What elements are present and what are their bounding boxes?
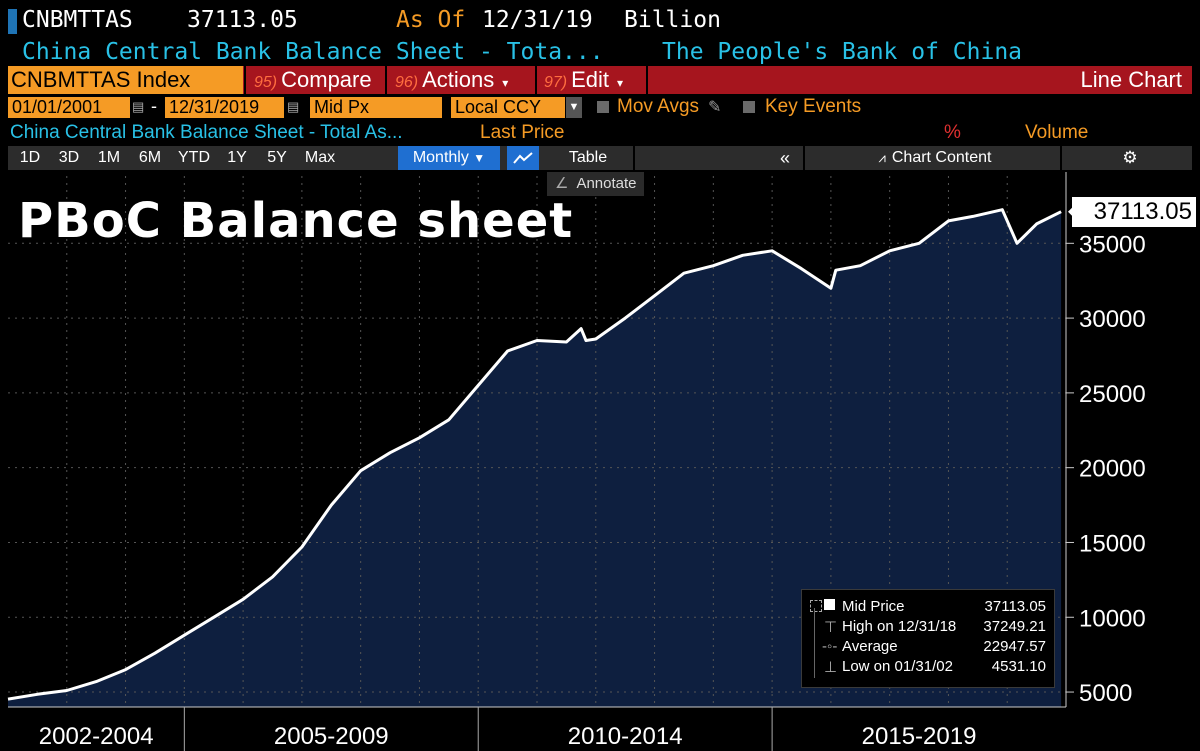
x-group-label: 2010-2014 — [568, 723, 683, 750]
edit-button[interactable]: 97) Edit ▾ — [544, 67, 624, 92]
ticker: CNBMTTAS — [22, 7, 133, 33]
command-cursor — [8, 9, 17, 34]
period-button-3d[interactable]: 3D — [58, 149, 80, 166]
mov-avgs-label: Mov Avgs — [617, 96, 700, 117]
chart-style-icon[interactable] — [507, 146, 539, 170]
period-button-1d[interactable]: 1D — [19, 149, 41, 166]
legend-row: ⊤ High on 12/31/18 37249.21 — [824, 618, 1046, 636]
compare-button[interactable]: 95) Compare — [254, 67, 372, 92]
legend-row: Mid Price 37113.05 — [802, 598, 1054, 618]
period-button-1y[interactable]: 1Y — [227, 149, 247, 166]
period-button-6m[interactable]: 6M — [138, 149, 162, 166]
index-field[interactable]: CNBMTTAS Index — [8, 66, 243, 94]
last-price-label: Last Price — [480, 122, 565, 143]
chevron-down-icon: ▼ — [473, 151, 486, 165]
table-button[interactable]: Table — [568, 149, 608, 166]
legend-box[interactable]: Mid Price 37113.05 ⊤ High on 12/31/18 37… — [801, 589, 1055, 688]
as-of-label: As Of — [396, 7, 466, 33]
y-tick-label: 5000 — [1079, 680, 1132, 707]
y-tick-label: 15000 — [1079, 530, 1146, 557]
pencil-icon: ∠ — [555, 175, 569, 192]
source-name: The People's Bank of China — [662, 39, 1023, 65]
volume-label: Volume — [1025, 122, 1089, 143]
low-icon: ⊥ — [824, 659, 838, 676]
calendar-icon[interactable]: ▤ — [132, 99, 145, 114]
price-line — [7, 208, 1062, 701]
chart-title: PBoC Balance sheet — [18, 193, 574, 249]
annotate-button[interactable]: ∠ Annotate — [547, 172, 644, 196]
end-date-field[interactable]: 12/31/2019 — [165, 97, 284, 118]
percent-label: % — [944, 122, 961, 143]
as-of-date: 12/31/19 — [482, 7, 593, 33]
period-button-max[interactable]: Max — [304, 149, 336, 166]
gear-icon[interactable]: ⚙ — [1122, 148, 1138, 167]
period-button-ytd[interactable]: YTD — [178, 149, 210, 166]
chart-content-icon: ⩘ — [878, 150, 886, 165]
calendar-icon[interactable]: ▤ — [287, 99, 300, 114]
legend-box-icon — [810, 600, 822, 612]
x-group-label: 2005-2009 — [274, 723, 389, 750]
x-group-label: 2002-2004 — [39, 723, 154, 750]
series-swatch-icon — [824, 599, 835, 610]
chart-type-label[interactable]: Line Chart — [1080, 67, 1182, 92]
legend-guide — [814, 608, 815, 678]
price-field-select[interactable]: Mid Px — [310, 97, 442, 118]
actions-button[interactable]: 96) Actions ▾ — [395, 67, 509, 92]
dropdown-arrow-icon: ▾ — [617, 76, 624, 90]
x-group-label: 2015-2019 — [862, 723, 977, 750]
y-tick-label: 10000 — [1079, 605, 1146, 632]
area-fill — [8, 209, 1062, 707]
key-events-label: Key Events — [765, 96, 862, 117]
mov-avgs-checkbox[interactable] — [597, 101, 609, 113]
frequency-select[interactable]: Monthly ▼ — [398, 146, 500, 170]
high-icon: ⊤ — [824, 619, 838, 636]
collapse-icon[interactable]: « — [779, 148, 790, 168]
series-name: China Central Bank Balance Sheet - Total… — [10, 122, 403, 143]
currency-select[interactable]: Local CCY — [451, 97, 565, 118]
y-tick-label: 20000 — [1079, 456, 1146, 483]
legend-row: ⊥ Low on 01/31/02 4531.10 — [824, 658, 1046, 676]
pencil-icon[interactable]: ✎ — [708, 99, 722, 116]
last-value-tag: 37113.05 — [1072, 197, 1196, 227]
chart-content-button[interactable]: ⩘ Chart Content — [878, 149, 992, 166]
period-button-5y[interactable]: 5Y — [267, 149, 287, 166]
start-date-field[interactable]: 01/01/2001 — [8, 97, 130, 118]
y-tick-label: 35000 — [1079, 231, 1146, 258]
legend-row: -◦- Average 22947.57 — [822, 638, 1046, 655]
unit-label: Billion — [624, 7, 721, 33]
y-tick-label: 30000 — [1079, 306, 1146, 333]
current-value: 37113.05 — [187, 7, 298, 33]
date-separator: - — [151, 96, 157, 116]
chevron-down-icon[interactable]: ▼ — [566, 97, 582, 118]
security-description: China Central Bank Balance Sheet - Tota.… — [22, 39, 604, 65]
y-tick-label: 25000 — [1079, 381, 1146, 408]
price-chart[interactable]: 5000 10000 15000 20000 25000 30000 35000 2002-2… — [0, 172, 1200, 751]
key-events-checkbox[interactable] — [743, 101, 755, 113]
dropdown-arrow-icon: ▾ — [502, 76, 509, 90]
menu-bar: CNBMTTAS Index 95) Compare 96) Actions ▾ 97… — [8, 66, 1192, 94]
average-icon: -◦- — [822, 638, 838, 655]
period-button-1m[interactable]: 1M — [97, 149, 121, 166]
security-header: CNBMTTAS 37113.05 As Of 12/31/19 Billion — [0, 0, 1200, 38]
chart-toolbar — [8, 146, 1192, 170]
